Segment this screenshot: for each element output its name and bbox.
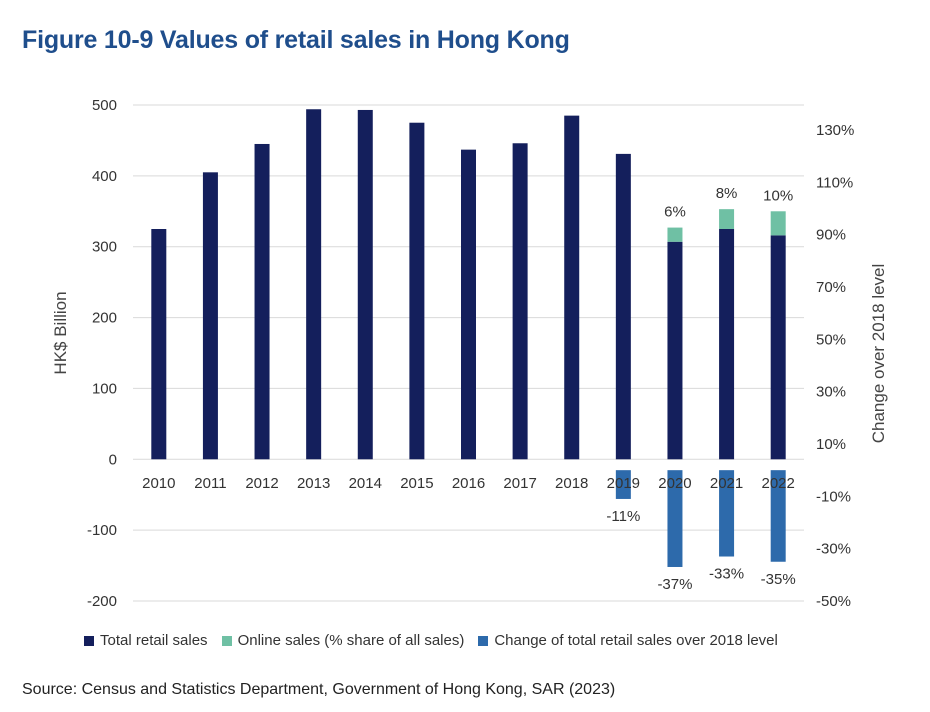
- online-label-2020: 6%: [664, 204, 686, 221]
- y-tick-label: 400: [92, 168, 117, 185]
- y-tick-label: -100: [87, 522, 117, 539]
- bar-total-2011: [202, 172, 218, 460]
- y2-tick-label: 110%: [816, 174, 853, 191]
- chart-title: Figure 10-9 Values of retail sales in Ho…: [22, 26, 570, 54]
- bar-change-2019: [615, 470, 631, 499]
- legend-label-online: Online sales (% share of all sales): [237, 632, 465, 649]
- y2-tick-label: 10%: [816, 436, 846, 453]
- bar-total-2012: [254, 143, 270, 460]
- change-label-2019: -11%: [606, 508, 640, 525]
- legend-label-total: Total retail sales: [100, 632, 208, 649]
- y2-tick-label: -50%: [816, 593, 851, 610]
- bar-change-2020: [667, 470, 683, 567]
- legend-item-total: Total retail sales: [84, 632, 208, 649]
- y2-tick-label: 130%: [816, 122, 854, 139]
- bar-change-2022: [770, 470, 786, 562]
- source-note: Source: Census and Statistics Department…: [22, 681, 616, 698]
- change-label-2022: -35%: [761, 571, 796, 588]
- bar-total-2022: [770, 235, 786, 460]
- bar-total-2016: [461, 149, 476, 460]
- y2-tick-label: -30%: [816, 541, 851, 558]
- x-tick-label: 2014: [349, 475, 382, 492]
- bar-online-2021: [719, 209, 735, 229]
- x-tick-label: 2019: [607, 475, 640, 492]
- y2-tick-label: 30%: [816, 384, 846, 401]
- bar-change-2021: [719, 470, 735, 557]
- y2-tick-label: 90%: [816, 227, 846, 244]
- bar-total-2021: [719, 229, 735, 460]
- y2-tick-label: 70%: [816, 279, 846, 296]
- y-tick-label: 300: [92, 239, 117, 256]
- legend-swatch-total: [84, 635, 94, 646]
- legend-swatch-change: [478, 635, 489, 646]
- legend-label-change: Change of total retail sales over 2018 l…: [494, 632, 778, 649]
- online-label-2022: 10%: [763, 187, 793, 204]
- y2-tick-label: 50%: [816, 331, 846, 348]
- y-tick-label: 200: [92, 310, 117, 327]
- bar-total-2020: [667, 241, 683, 460]
- x-tick-label: 2021: [710, 475, 743, 492]
- bar-total-2015: [409, 122, 425, 460]
- x-tick-label: 2010: [142, 475, 175, 492]
- x-tick-label: 2020: [658, 475, 691, 492]
- legend-item-change: Change of total retail sales over 2018 l…: [478, 632, 778, 649]
- x-tick-label: 2013: [297, 475, 330, 492]
- bar-total-2019: [615, 153, 631, 460]
- x-tick-label: 2015: [400, 475, 433, 492]
- y2-tick-label: -10%: [816, 488, 851, 505]
- x-tick-label: 2017: [503, 475, 536, 492]
- x-tick-label: 2011: [194, 475, 226, 492]
- x-tick-label: 2018: [555, 475, 588, 492]
- x-tick-label: 2022: [762, 475, 795, 492]
- change-label-2020: -37%: [657, 576, 692, 593]
- y-tick-label: 0: [109, 451, 117, 468]
- online-label-2021: 8%: [716, 185, 738, 202]
- change-label-2021: -33%: [709, 566, 744, 583]
- retail-sales-chart: 500 400 300 200 100 0 -100 -200 130% 110% 90% 70% 50…: [51, 97, 888, 610]
- x-tick-label: 2016: [452, 475, 485, 492]
- bar-online-2022: [770, 211, 786, 236]
- legend-swatch-online: [221, 635, 232, 646]
- y2-axis-title: Change over 2018 level: [869, 264, 888, 444]
- bar-total-2013: [306, 109, 322, 460]
- y-tick-label: -200: [87, 593, 117, 610]
- bar-online-2020: [667, 227, 683, 242]
- y-axis-title: HK$ Billion: [51, 291, 70, 374]
- bar-total-2010: [151, 229, 167, 460]
- y-tick-label: 100: [92, 380, 117, 397]
- legend-item-online: Online sales (% share of all sales): [221, 632, 465, 649]
- bar-total-2018: [564, 115, 580, 460]
- bar-total-2014: [357, 109, 373, 460]
- y-tick-label: 500: [92, 97, 117, 114]
- x-tick-label: 2012: [245, 475, 278, 492]
- bar-total-2017: [512, 143, 528, 460]
- chart-legend: Total retail sales Online sales (% share…: [84, 632, 778, 649]
